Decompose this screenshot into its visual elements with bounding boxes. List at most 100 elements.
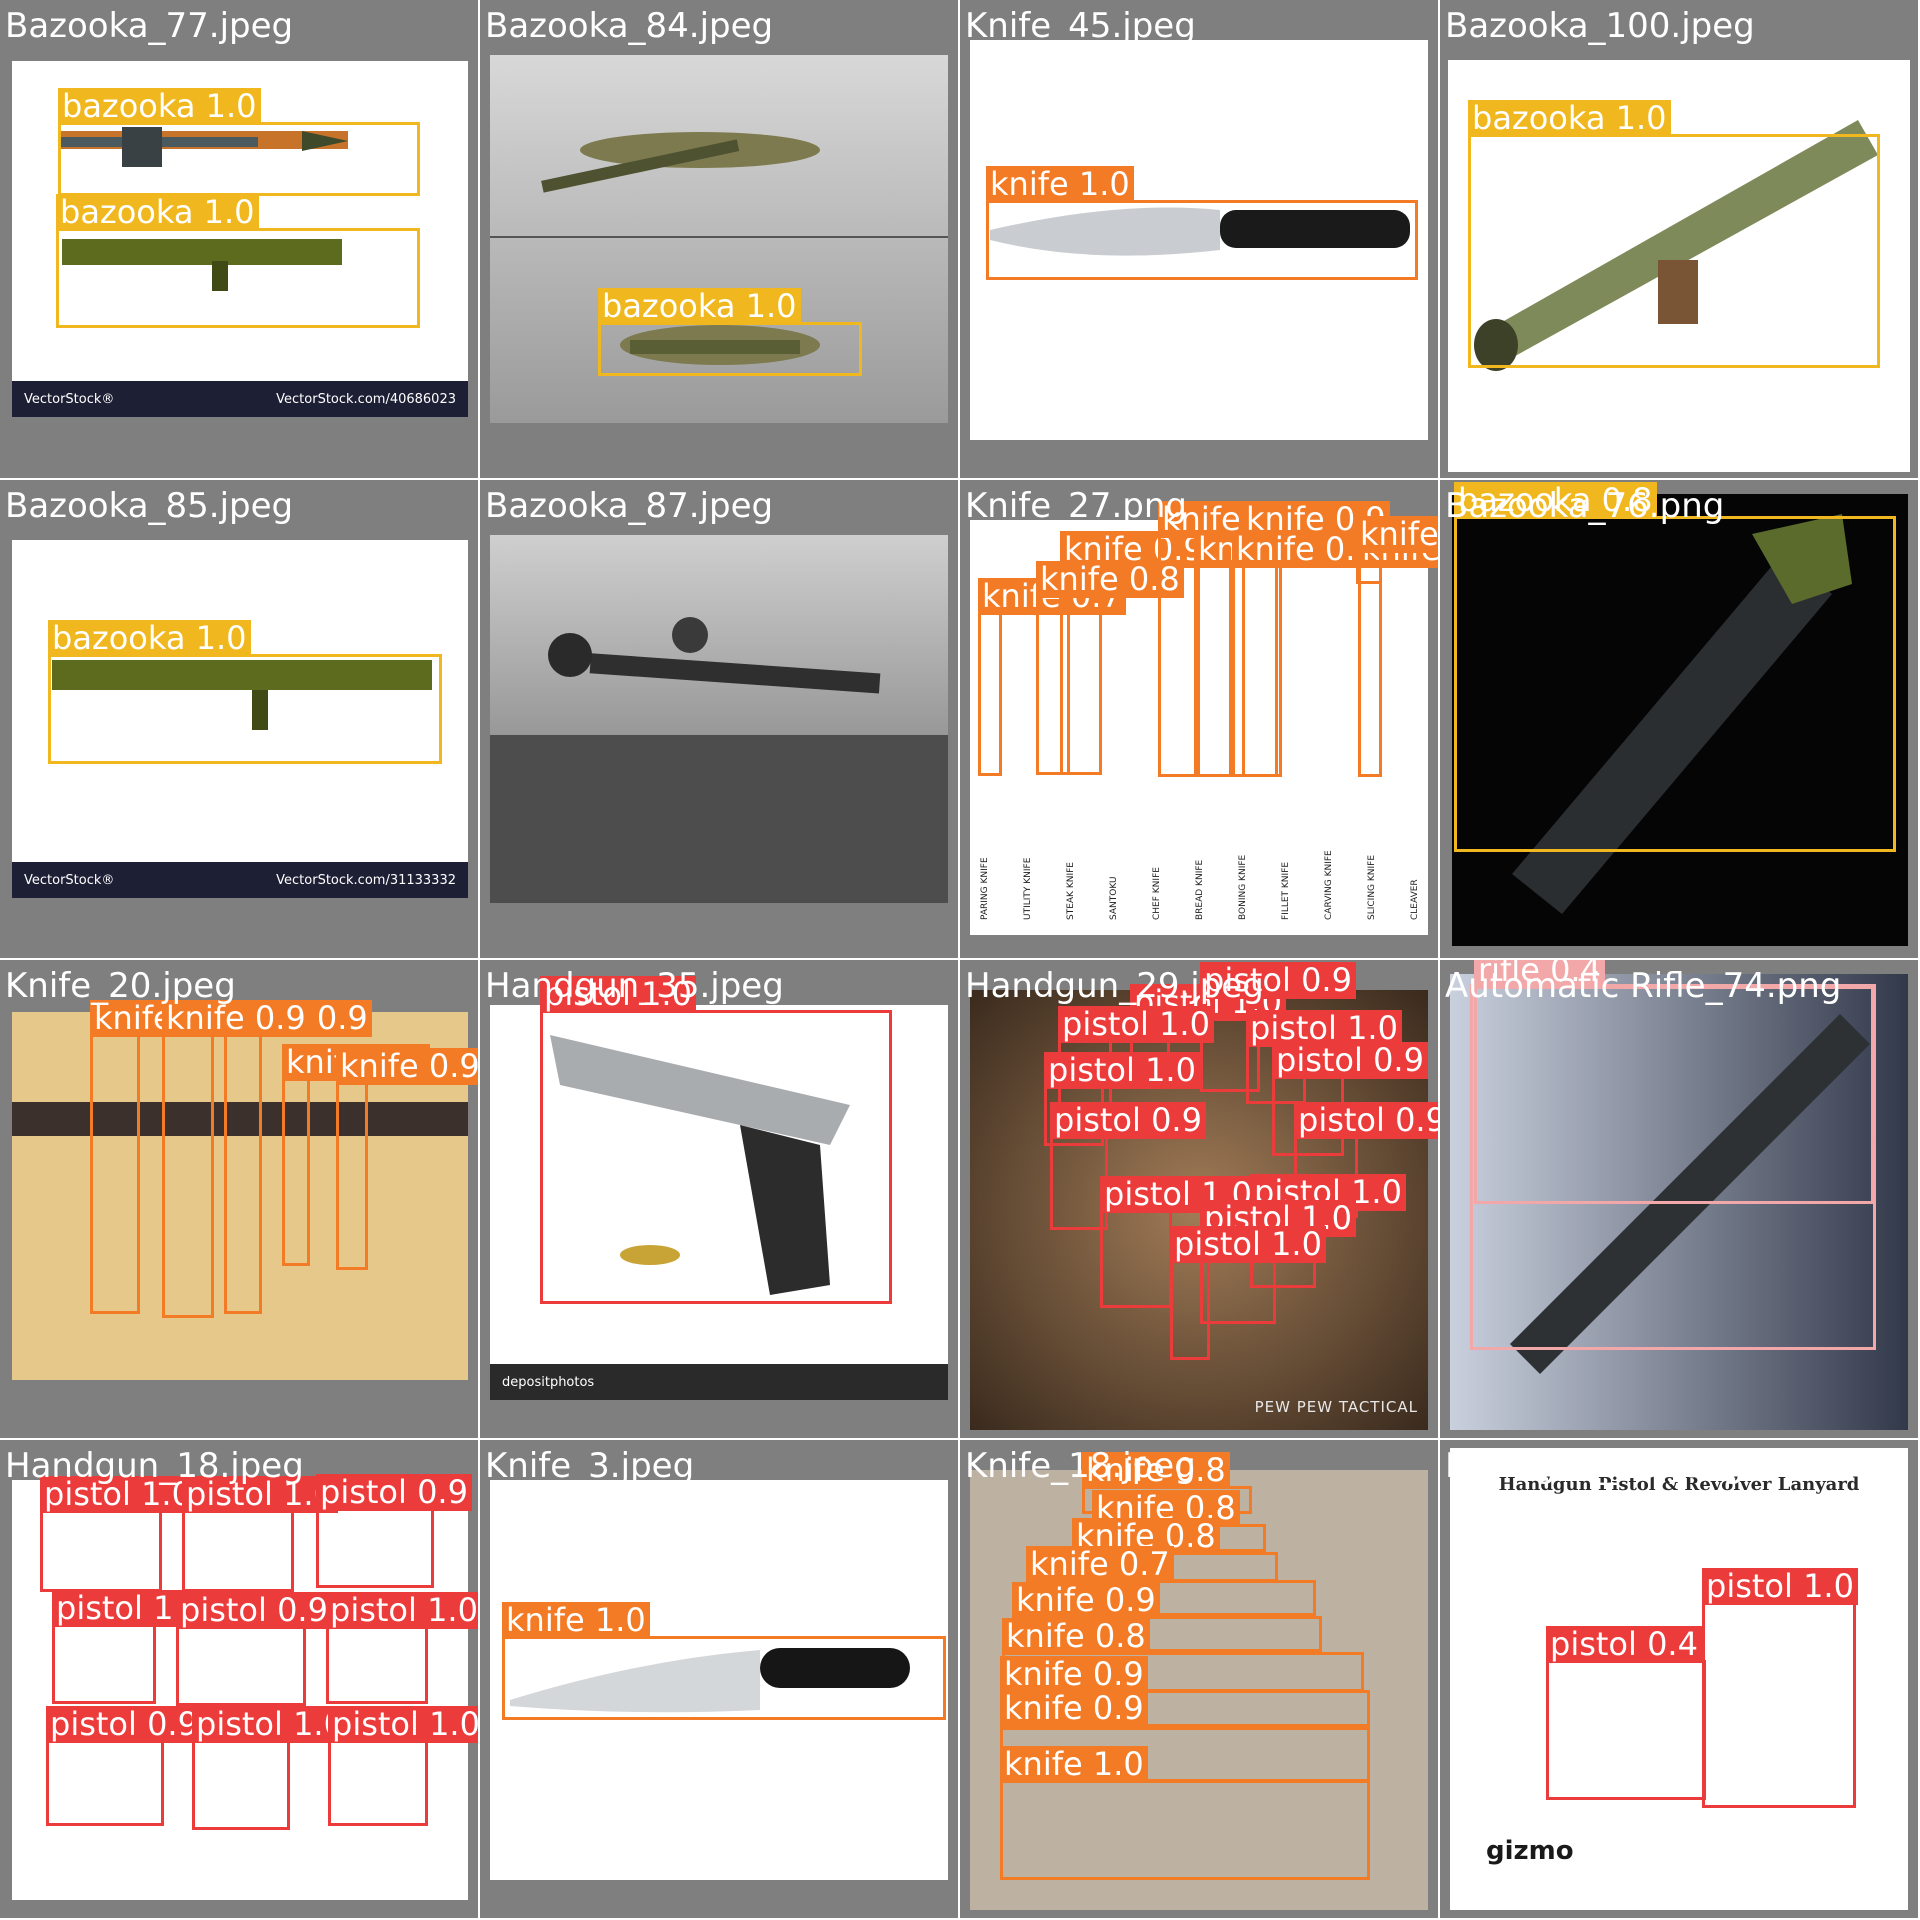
detection-label: pistol 0.9 xyxy=(316,1474,472,1511)
tile-title: Bazooka_76.png xyxy=(1445,486,1725,526)
knife-illustration xyxy=(990,207,1410,256)
detection-box xyxy=(1470,984,1876,1350)
detection-label: pistol 1.0 xyxy=(1246,1010,1402,1047)
tile-title: Bazooka_87.jpeg xyxy=(485,486,774,526)
detection-box: knife 1.0 xyxy=(502,1602,946,1720)
detection-label: pistol 1.0 xyxy=(1044,1052,1200,1089)
detection-box: pistol 0.9 xyxy=(1294,1102,1438,1218)
detection-box: pistol 1.0 xyxy=(1246,1010,1402,1104)
knife-type-label: SANTOKU xyxy=(1109,876,1119,920)
detection-label: pistol 0.9 xyxy=(1050,1102,1206,1139)
detection-box: bazooka 0.8 xyxy=(1454,482,1896,852)
tile-title: Knife_45.jpeg xyxy=(965,6,1196,46)
tile-title: Automatic Rifle_74.png xyxy=(1445,966,1842,1006)
detection-label: knife 0.8 xyxy=(1082,1452,1230,1489)
detection-box: pistol 1.0 xyxy=(1702,1568,1858,1808)
detection-box: knife 0.9 xyxy=(282,1044,430,1266)
knife-type-label: CARVING KNIFE xyxy=(1324,850,1334,920)
detection-box: pistol 0.9 xyxy=(1050,1102,1206,1230)
product-banner: Handgun Pistol & Revolver Lanyard xyxy=(1498,1474,1860,1495)
tile-title: Bazooka_100.jpeg xyxy=(1445,6,1755,46)
tile-title: Knife_18.jpeg xyxy=(965,1446,1196,1486)
detection-label: knife 0.9 xyxy=(1000,1690,1148,1727)
detection-label: pistol 1.0 xyxy=(1702,1568,1858,1605)
detection-box: knife 0.9 xyxy=(162,1000,310,1318)
detection-box: pistol 0.4 xyxy=(1546,1626,1706,1800)
soldier-figures xyxy=(490,132,948,365)
bazooka-render xyxy=(1512,514,1852,914)
knife-type-label: CHEF KNIFE xyxy=(1152,867,1162,920)
detection-label: knife 0.8 xyxy=(1002,1618,1150,1655)
detection-box: knife 0.9 xyxy=(1358,531,1438,777)
tile-bazooka-87: Bazooka_87.jpeg xyxy=(480,480,958,958)
detection-label: pistol 1.0 xyxy=(328,1706,478,1743)
tile-title: Bazooka_77.jpeg xyxy=(5,6,294,46)
detection-box: knife 1.0 xyxy=(986,166,1418,280)
bazooka-illustration xyxy=(52,660,432,730)
knife-type-label: SLICING KNIFE xyxy=(1367,854,1377,920)
magnetic-strip xyxy=(12,1102,468,1136)
detection-box: pistol 1.0 xyxy=(182,1476,338,1592)
detection-box: pistol 1.0 xyxy=(192,1706,348,1830)
tile-knife-27: PARING KNIFE UTILITY KNIFE STEAK KNIFE S… xyxy=(960,480,1438,958)
detection-label: pistol 0.9 xyxy=(1200,962,1356,999)
tile-title: Knife_27.png xyxy=(965,486,1187,526)
tile-title: Handgun_18.jpeg xyxy=(5,1446,304,1486)
tile-knife-45: Knife_45.jpeg knife 1.0 xyxy=(960,0,1438,478)
detection-label: pistol 0.9 xyxy=(1294,1102,1438,1139)
photo xyxy=(490,55,948,423)
detection-box: bazooka 1.0 xyxy=(598,288,862,376)
bazooka-illustration xyxy=(1474,120,1878,371)
photo: depositphotos xyxy=(490,1005,948,1400)
detection-label: pistol 1.0 xyxy=(1058,1006,1214,1043)
knife-type-labels: PARING KNIFE UTILITY KNIFE STEAK KNIFE S… xyxy=(980,820,1420,920)
detection-label: knife 1.0 xyxy=(986,166,1134,203)
tile-title: Bazooka_84.jpeg xyxy=(485,6,774,46)
detection-box: knife 0.9 xyxy=(1356,516,1438,584)
detection-box: pistol 1.0 xyxy=(1058,1006,1214,1110)
tile-bazooka-76: Bazooka_76.png bazooka 0.8 xyxy=(1440,480,1918,958)
detection-box: bazooka 1.0 xyxy=(48,620,442,764)
detection-label: pistol 0.9 xyxy=(46,1706,202,1743)
detection-label: bazooka 1.0 xyxy=(48,620,251,657)
detection-box: pistol 1.0 xyxy=(1044,1052,1200,1146)
tile-automatic-rifle-74: Automatic Rifle_74.png rifle 0.4 xyxy=(1440,960,1918,1438)
detection-box: knife 1.0 xyxy=(90,1000,238,1314)
watermark-left: VectorStock® xyxy=(24,872,115,888)
detection-label: knife 1.0 xyxy=(1000,1746,1148,1783)
detection-box: pistol 1.0 xyxy=(1100,1176,1256,1308)
detection-box: bazooka 1.0 xyxy=(58,88,420,196)
detection-box: knife 0.9 xyxy=(336,1048,478,1270)
photo xyxy=(490,535,948,903)
detection-label: bazooka 1.0 xyxy=(58,88,261,125)
detection-label: pistol 0.9 xyxy=(1272,1042,1428,1079)
detection-label: knife 0.9 xyxy=(162,1000,310,1037)
detection-box: pistol 0.9 xyxy=(1272,1042,1428,1156)
detection-label: bazooka 0.8 xyxy=(1454,482,1657,519)
photo xyxy=(1452,494,1908,946)
tile-title: Knife_20.jpeg xyxy=(5,966,236,1006)
tile-handgun-29: PEW PEW TACTICAL Handgun_29.jpeg pistol … xyxy=(960,960,1438,1438)
tile-handgun-35: depositphotos Handgun_35.jpeg pistol 1.0 xyxy=(480,960,958,1438)
knife-illustration xyxy=(510,1648,910,1713)
watermark-bar: VectorStock® VectorStock.com/40686023 xyxy=(12,381,468,417)
soldiers-bw-photo xyxy=(490,617,948,903)
tile-knife-18: Knife_18.jpeg knife 0.8 knife 0.8 knife … xyxy=(960,1440,1438,1918)
detection-box: knife 0.9 xyxy=(1012,1582,1322,1652)
detection-box: pistol 1.0 xyxy=(1170,1226,1326,1360)
brand-logo: gizmo xyxy=(1486,1836,1574,1866)
knife-type-label: UTILITY KNIFE xyxy=(1023,857,1033,920)
detection-label: knife 0.9 xyxy=(1000,1656,1148,1693)
detection-label: pistol 1.0 xyxy=(40,1476,196,1513)
detection-box: pistol 1.0 xyxy=(328,1706,478,1826)
detection-label: bazooka 1.0 xyxy=(1468,100,1671,137)
detection-box: knife 0.9 xyxy=(224,1000,372,1314)
detection-label: pistol 1.0 xyxy=(182,1476,338,1513)
detection-box: bazooka 1.0 xyxy=(1468,100,1880,368)
watermark-right: VectorStock.com/40686023 xyxy=(276,391,456,407)
watermark-bar: VectorStock® VectorStock.com/31133332 xyxy=(12,862,468,898)
detection-label: bazooka 1.0 xyxy=(56,194,259,231)
detection-label: pistol 0.4 xyxy=(1546,1626,1702,1663)
watermark-left: depositphotos xyxy=(502,1374,595,1390)
